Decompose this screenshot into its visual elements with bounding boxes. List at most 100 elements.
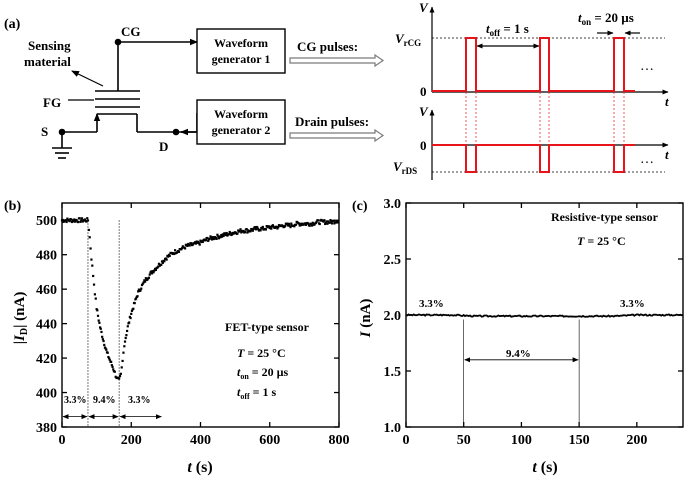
data-point	[184, 247, 187, 250]
data-point	[139, 289, 142, 292]
data-point	[110, 360, 113, 363]
data-point	[134, 297, 138, 300]
cg-axis-zero: 0	[420, 84, 427, 99]
data-point	[230, 233, 234, 236]
y-tick-label: 2.5	[384, 253, 402, 268]
data-point	[254, 226, 257, 229]
data-point	[77, 220, 80, 224]
data-point	[144, 280, 147, 283]
panel-c-xlabel: t (s)	[532, 459, 557, 476]
data-point	[144, 277, 147, 280]
data-point	[181, 245, 184, 248]
data-point	[194, 241, 197, 244]
cg-label: CG	[121, 24, 141, 39]
data-point	[323, 219, 326, 222]
panel-b-ylabel: |ID| (nA)	[12, 292, 30, 345]
data-point	[199, 239, 202, 242]
data-point	[242, 229, 245, 233]
data-point	[322, 220, 325, 223]
data-point	[215, 237, 218, 240]
y-tick-label: 440	[36, 318, 57, 333]
data-point	[129, 316, 132, 320]
data-point	[298, 224, 301, 227]
data-point	[99, 327, 102, 330]
data-point	[108, 358, 111, 361]
data-point	[95, 308, 98, 311]
panel-b-xlabel: t (s)	[187, 459, 212, 476]
fg-label: FG	[43, 95, 61, 110]
drain-axis-zero: 0	[420, 138, 427, 153]
data-point	[137, 290, 140, 293]
fet-schematic	[52, 38, 198, 159]
data-point	[257, 228, 260, 231]
panel-b-pct-right: 3.3%	[128, 395, 151, 406]
ton-label: ton = 20 µs	[578, 10, 634, 27]
data-point	[197, 242, 201, 245]
data-point	[128, 321, 131, 324]
data-point	[287, 224, 290, 227]
data-point	[260, 227, 264, 230]
data-point	[103, 343, 106, 347]
data-point	[137, 288, 141, 291]
data-point	[143, 279, 146, 282]
panel-b-label: (b)	[4, 199, 21, 214]
data-point	[219, 236, 222, 239]
data-point	[91, 264, 94, 267]
data-point	[277, 226, 280, 229]
data-point	[314, 221, 318, 224]
d-terminal-dot	[172, 128, 180, 136]
data-point	[157, 262, 161, 265]
data-point	[268, 226, 271, 230]
panel-b-legend-temp: T = 25 °C	[237, 346, 286, 360]
data-point	[229, 232, 232, 235]
panel-c-ylabel: I (nA)	[358, 299, 374, 339]
data-point	[83, 218, 87, 221]
data-point	[147, 276, 151, 279]
wg2-line2: generator 2	[212, 123, 271, 137]
data-point	[89, 247, 92, 250]
data-point	[101, 338, 104, 341]
panel-c-pct-left: 3.3%	[419, 298, 444, 310]
panel-b-ticks: 0 200 400 600 800 380 400 420 440 460 480 500	[36, 203, 350, 448]
data-point	[194, 242, 197, 245]
panel-c-ticks: 0 50 100 150 200 1.0 1.5 2.0 2.5 3.0	[384, 197, 683, 448]
data-point	[217, 237, 221, 240]
data-point	[102, 339, 105, 343]
data-point	[106, 351, 109, 354]
data-point	[130, 312, 133, 315]
data-point	[85, 220, 88, 223]
data-point	[121, 359, 124, 363]
data-point	[228, 230, 231, 234]
panel-b-legend-title: FET-type sensor	[225, 320, 310, 334]
x-tick-label: 100	[511, 433, 532, 448]
data-point	[126, 325, 129, 328]
data-point	[146, 278, 149, 281]
cg-axis-t: t	[665, 94, 669, 109]
data-point	[101, 335, 104, 338]
data-point	[325, 220, 328, 223]
panel-b: (b) 0 200 400 600 800 380 400 420 440 460 480 500 |…	[4, 199, 350, 476]
wg1-line2: generator 1	[212, 52, 271, 66]
y-tick-label: 1.5	[384, 365, 402, 380]
data-point	[140, 283, 144, 287]
data-point	[80, 217, 84, 220]
data-point	[154, 268, 157, 271]
data-point	[297, 222, 301, 225]
data-point	[328, 221, 331, 224]
data-point	[211, 236, 214, 239]
data-point	[222, 234, 225, 238]
data-point	[97, 319, 100, 322]
x-tick-label: 800	[329, 433, 350, 448]
data-point	[150, 272, 154, 275]
vrcg-label: VrCG	[395, 31, 421, 48]
sensing-label-line1: Sensing	[28, 38, 71, 53]
data-point	[195, 240, 198, 243]
data-point	[136, 295, 139, 298]
data-point	[207, 239, 210, 242]
wg1-line1: Waveform	[214, 36, 268, 50]
data-point	[240, 231, 243, 234]
data-point	[209, 235, 212, 238]
panel-c-pct-right: 3.3%	[620, 298, 645, 310]
data-point	[173, 252, 176, 256]
cg-pulses-label: CG pulses:	[297, 39, 358, 54]
